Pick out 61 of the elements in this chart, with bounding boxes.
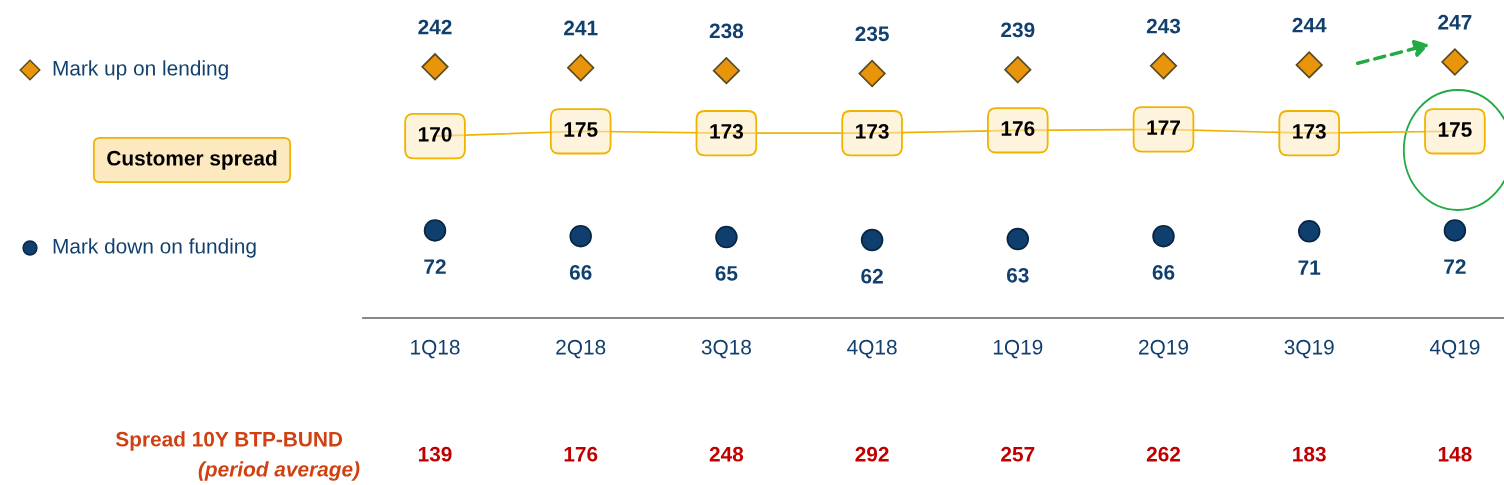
x-tick-label: 4Q18 <box>847 339 897 359</box>
point <box>1443 219 1467 242</box>
point <box>1006 227 1030 251</box>
point <box>1297 220 1321 243</box>
data-label: 173 <box>856 124 889 139</box>
point <box>1152 224 1175 248</box>
data-label: 239 <box>1001 22 1035 38</box>
data-label: 63 <box>1006 267 1029 283</box>
data-label: 242 <box>418 19 452 35</box>
text: 148 <box>1438 446 1472 462</box>
text: 176 <box>564 446 598 462</box>
text: 139 <box>418 446 452 462</box>
x-tick-label: 3Q18 <box>701 339 751 359</box>
text: Customer spread <box>107 150 277 170</box>
x-tick-label: 1Q18 <box>411 339 460 359</box>
data-label: 176 <box>1001 121 1035 136</box>
data-label: 66 <box>1152 264 1175 280</box>
text: 262 <box>1146 446 1181 462</box>
text: (period average) <box>198 461 360 481</box>
point <box>423 219 447 242</box>
point <box>715 225 738 249</box>
point <box>858 59 886 88</box>
data-label: 244 <box>1292 17 1327 33</box>
data-label: 175 <box>1438 122 1472 137</box>
data-label: 243 <box>1146 18 1181 34</box>
point <box>1295 51 1323 79</box>
text: 183 <box>1293 446 1326 462</box>
data-label: 72 <box>1444 259 1466 274</box>
point <box>1441 48 1469 76</box>
x-tick-label: 2Q18 <box>556 339 606 359</box>
text: 248 <box>709 446 744 462</box>
data-label: 170 <box>418 126 452 142</box>
data-label: 177 <box>1147 120 1180 135</box>
data-label: 71 <box>1298 260 1321 275</box>
legend-label: Mark down on funding <box>53 238 256 258</box>
x-tick-label: 2Q19 <box>1139 339 1188 359</box>
point <box>569 224 592 248</box>
data-label: 62 <box>861 268 883 284</box>
data-label: 173 <box>710 124 744 139</box>
data-label: 173 <box>1293 124 1326 139</box>
text: Spread 10Y BTP-BUND <box>115 431 343 451</box>
point <box>712 57 741 85</box>
data-label: 72 <box>424 259 446 274</box>
point <box>1149 52 1178 80</box>
x-tick-label: 1Q19 <box>993 339 1043 359</box>
point <box>421 53 449 81</box>
point <box>1004 56 1032 84</box>
data-label: 235 <box>855 26 889 42</box>
x-tick-label: 3Q19 <box>1284 339 1334 359</box>
data-label: 65 <box>715 265 738 281</box>
point <box>860 228 884 252</box>
legend-label: Mark up on lending <box>53 60 228 80</box>
text: 292 <box>855 446 889 462</box>
point <box>567 54 595 82</box>
data-label: 238 <box>709 23 744 39</box>
data-label: 247 <box>1438 14 1472 30</box>
data-label: 241 <box>564 20 598 36</box>
data-label: 66 <box>569 264 592 280</box>
data-label: 175 <box>564 122 598 137</box>
x-tick-label: 4Q19 <box>1429 339 1480 359</box>
text: 257 <box>1001 446 1035 462</box>
